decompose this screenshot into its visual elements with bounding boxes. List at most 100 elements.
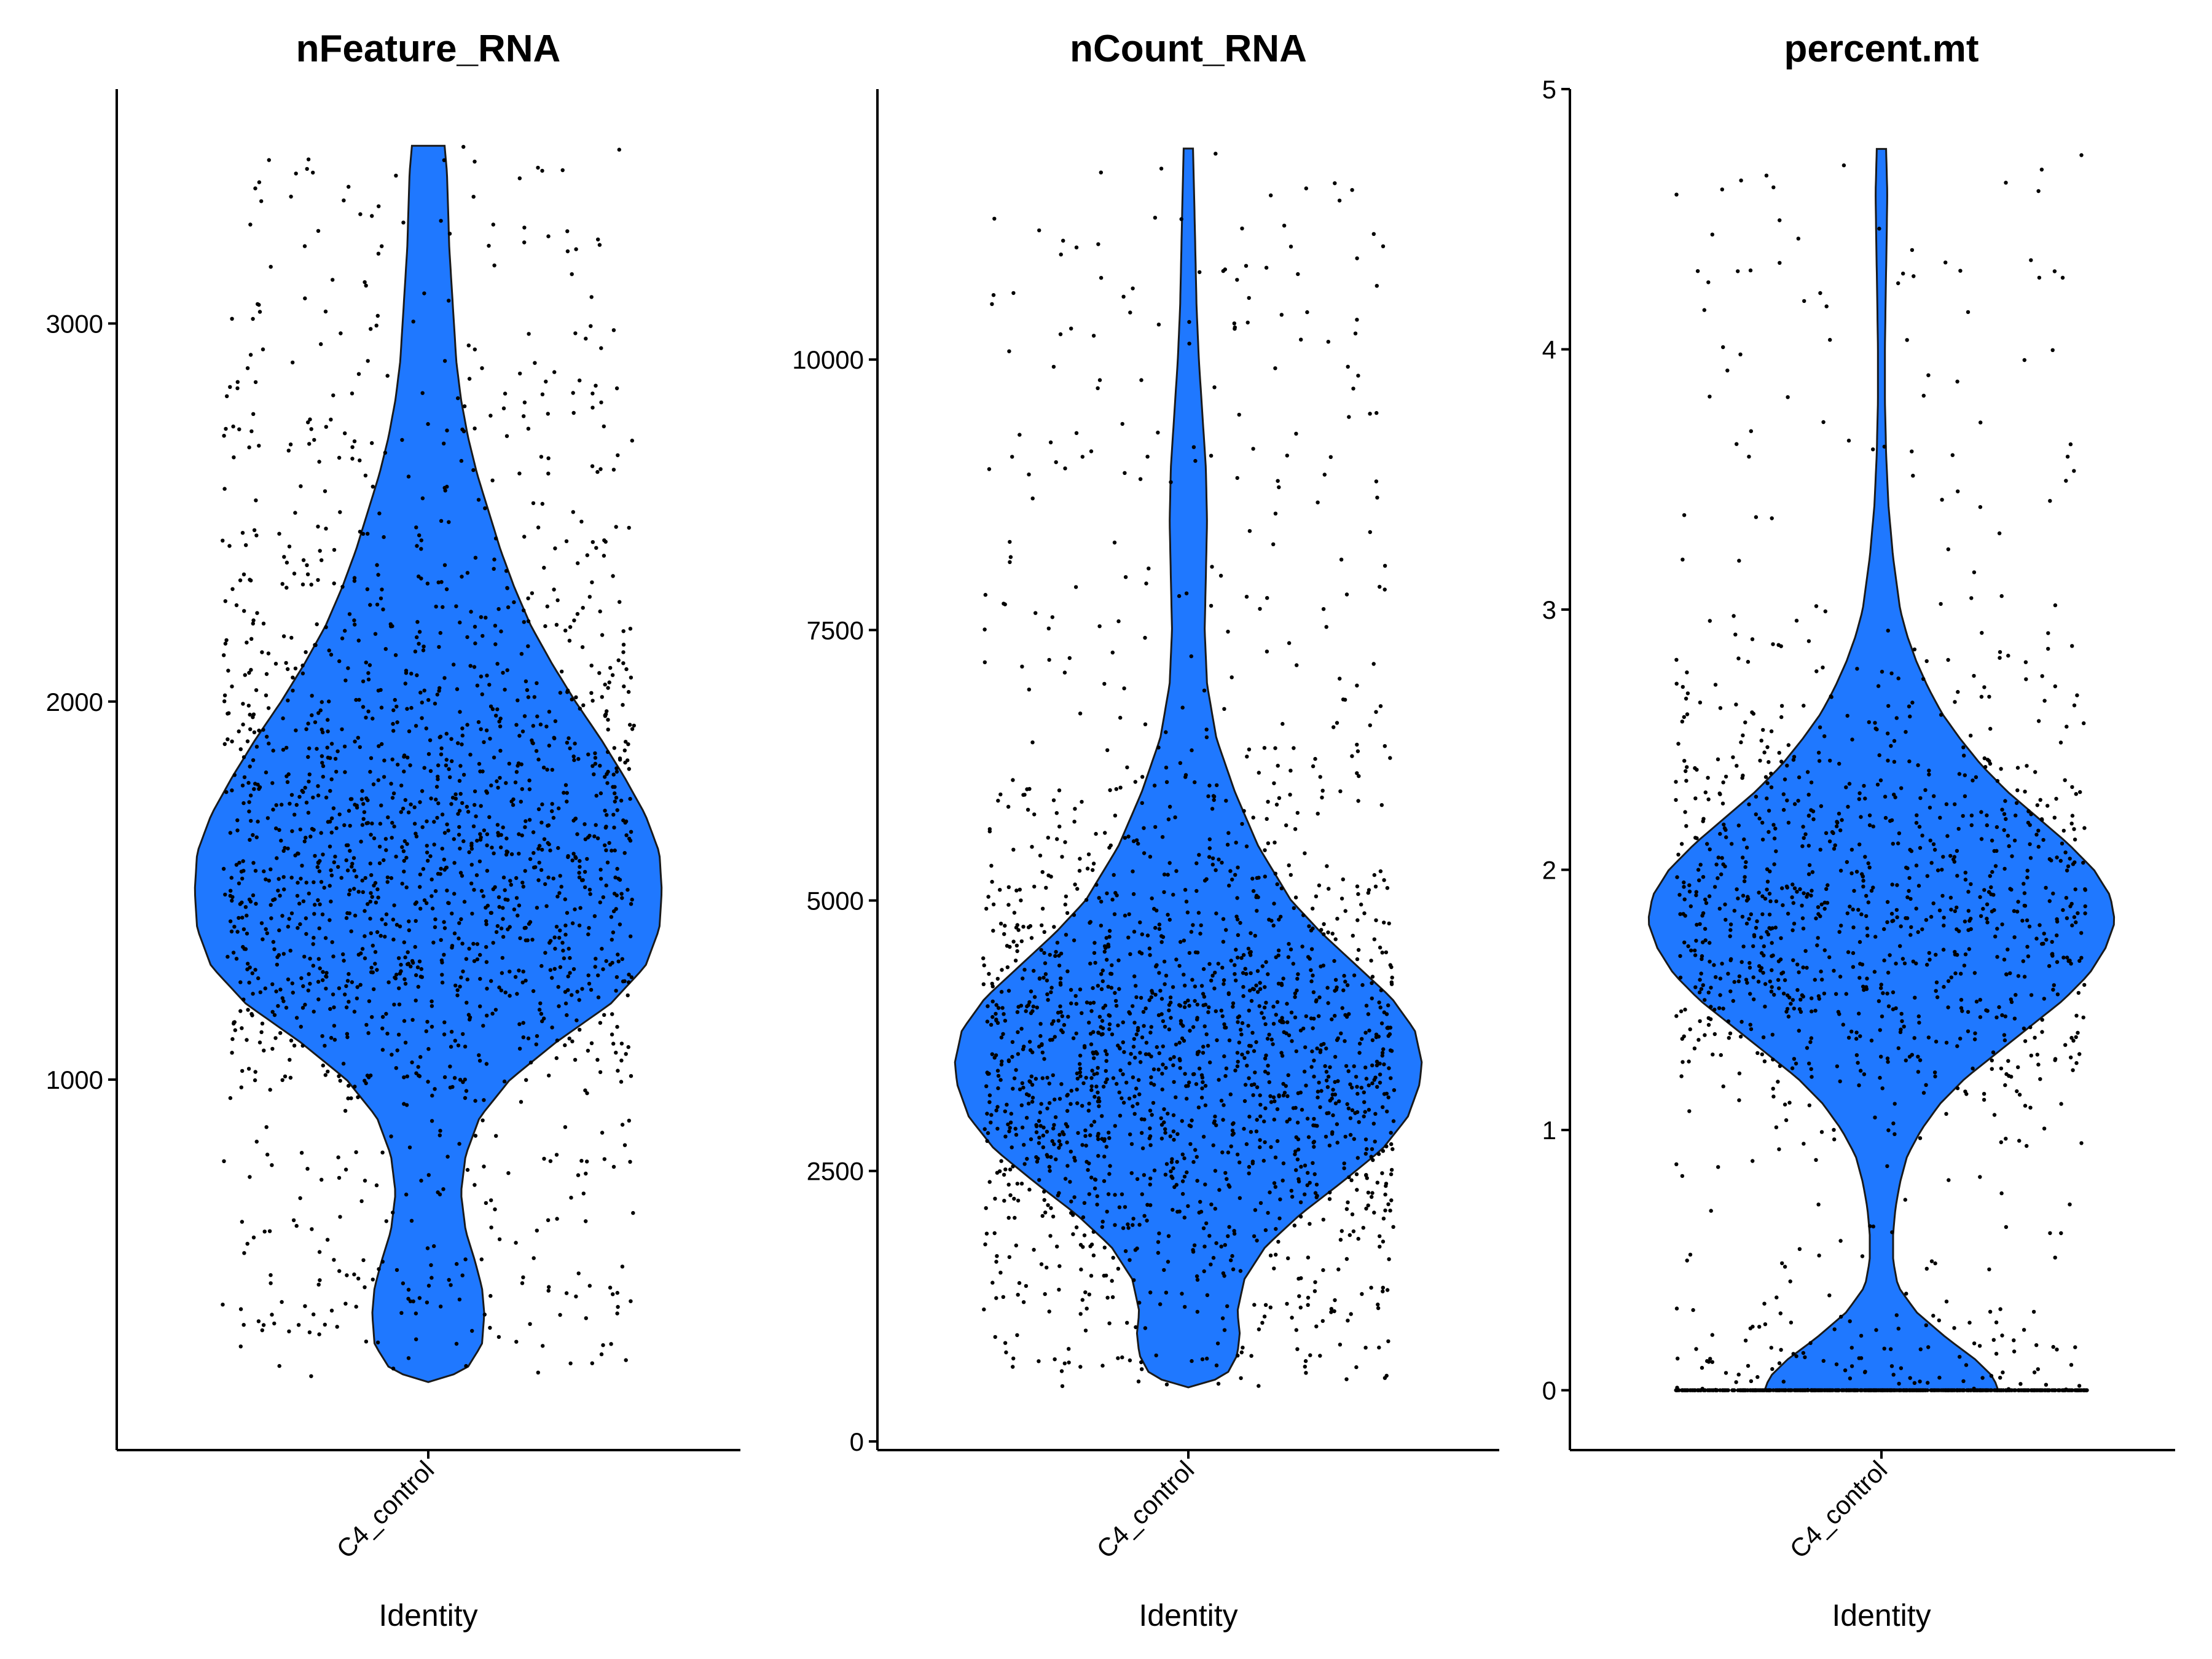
data-point <box>2071 1038 2076 1043</box>
data-point <box>1207 962 1212 967</box>
data-point <box>414 834 419 839</box>
data-point <box>1760 820 1765 825</box>
data-point <box>440 812 445 817</box>
data-point <box>551 876 555 880</box>
data-point <box>1387 1066 1391 1070</box>
panel-1: nFeature_RNA100020003000C4_controlIdenti… <box>46 28 740 1633</box>
data-point <box>1350 1212 1355 1217</box>
data-point <box>459 917 463 922</box>
data-point <box>1084 1143 1088 1148</box>
data-point <box>1330 1017 1334 1022</box>
data-point <box>1031 1004 1036 1009</box>
data-point <box>1899 924 1903 928</box>
data-point <box>1953 909 1957 914</box>
data-point <box>458 791 463 796</box>
data-point <box>405 842 409 846</box>
data-point <box>1821 1359 1826 1363</box>
data-point <box>461 969 465 974</box>
data-point <box>256 819 260 824</box>
data-point <box>1095 1071 1099 1076</box>
data-point <box>1952 1326 1956 1330</box>
data-point <box>374 323 378 327</box>
data-point <box>1241 985 1245 989</box>
data-point <box>425 1019 429 1024</box>
data-point <box>1810 1075 1814 1079</box>
data-point <box>568 971 572 975</box>
data-point <box>352 868 356 873</box>
data-point <box>1807 1103 1811 1108</box>
data-point <box>1714 862 1719 867</box>
data-point <box>1364 1206 1368 1211</box>
data-point <box>1717 906 1722 911</box>
data-point <box>1210 856 1215 861</box>
data-point <box>271 939 276 944</box>
data-point <box>1138 920 1142 925</box>
data-point <box>1806 872 1811 876</box>
data-point <box>1286 1256 1290 1260</box>
data-point <box>371 716 375 721</box>
data-point <box>1152 1168 1157 1173</box>
data-point <box>1274 1013 1278 1017</box>
data-point <box>300 788 304 793</box>
data-point <box>1073 994 1078 998</box>
data-point <box>1728 922 1733 927</box>
data-point <box>1719 1053 1723 1057</box>
data-point <box>1364 1077 1369 1081</box>
data-point <box>1802 299 1806 304</box>
data-point <box>425 581 430 586</box>
data-point <box>1367 888 1371 892</box>
data-point <box>347 1083 351 1088</box>
data-point <box>1957 772 1962 776</box>
data-point <box>1327 1197 1332 1201</box>
data-point <box>1679 1074 1684 1078</box>
data-point <box>1082 1233 1087 1237</box>
data-point <box>1220 860 1224 865</box>
data-point <box>1303 851 1307 855</box>
data-point <box>587 833 592 838</box>
data-point <box>1131 1045 1136 1049</box>
data-point <box>1243 967 1247 971</box>
data-point <box>479 1257 484 1261</box>
data-point <box>1361 1226 1365 1230</box>
data-point <box>1110 897 1115 902</box>
data-point <box>587 1284 592 1288</box>
data-point <box>479 674 484 679</box>
data-point <box>458 984 462 989</box>
data-point <box>2064 896 2069 900</box>
data-point <box>1674 780 1678 784</box>
data-point <box>1183 775 1188 779</box>
data-point <box>501 935 506 939</box>
data-point <box>301 899 306 904</box>
data-point <box>2071 1068 2075 1072</box>
data-point <box>620 1123 625 1127</box>
data-point <box>238 980 243 984</box>
data-point <box>611 1292 615 1296</box>
data-point <box>375 968 379 972</box>
data-point <box>456 741 460 745</box>
data-point <box>1045 1129 1049 1134</box>
data-point <box>413 649 418 654</box>
data-point <box>364 715 368 720</box>
data-point <box>1148 1134 1153 1139</box>
data-point <box>1013 1215 1017 1220</box>
data-point <box>615 808 619 812</box>
data-point <box>1759 1388 1763 1392</box>
data-point <box>1249 998 1254 1003</box>
data-point <box>623 820 627 825</box>
data-point <box>1313 1280 1317 1284</box>
data-point <box>1097 896 1101 900</box>
data-point <box>1055 837 1059 841</box>
data-point <box>2012 909 2017 913</box>
data-point <box>1802 836 1806 841</box>
data-point <box>627 767 631 771</box>
data-point <box>435 692 439 697</box>
data-point <box>1994 825 1999 830</box>
data-point <box>586 973 590 978</box>
data-point <box>534 749 539 753</box>
data-point <box>1292 1223 1296 1228</box>
data-point <box>1311 1026 1315 1030</box>
data-point <box>1900 1019 1904 1024</box>
data-point <box>471 195 476 199</box>
data-point <box>990 1281 995 1285</box>
data-point <box>1333 1080 1337 1084</box>
